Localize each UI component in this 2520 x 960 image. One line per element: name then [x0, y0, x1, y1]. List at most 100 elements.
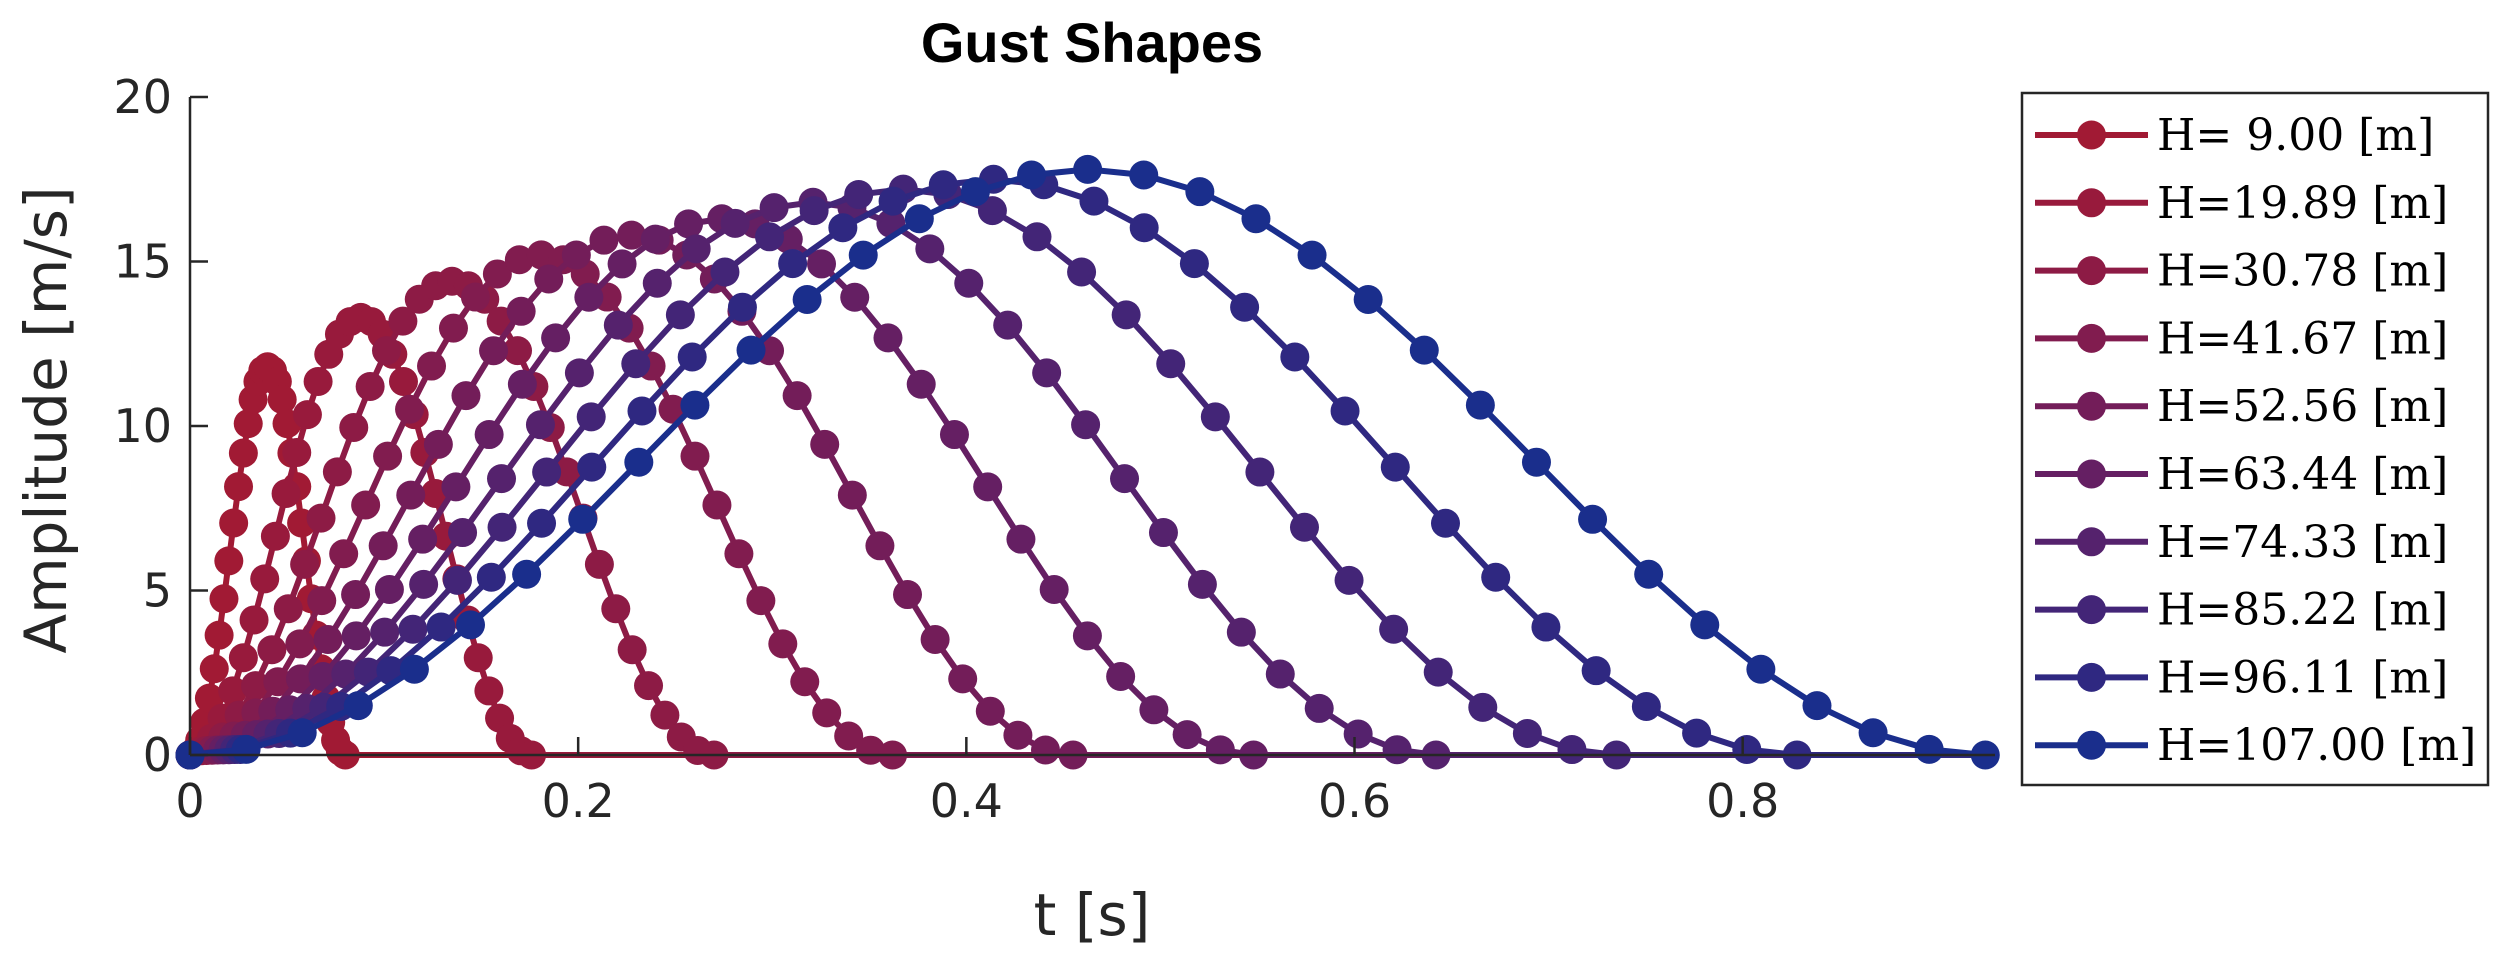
data-point: [568, 504, 598, 534]
data-point: [541, 323, 571, 353]
data-point: [1690, 610, 1720, 640]
legend-label: H= 9.00 [m]: [2157, 110, 2434, 161]
data-point: [1557, 735, 1587, 765]
data-point: [451, 381, 481, 411]
data-point: [417, 351, 447, 381]
legend-entry: H=19.89 [m]: [2035, 178, 2448, 229]
data-point: [322, 457, 352, 487]
data-point: [755, 222, 785, 252]
data-point: [1003, 720, 1033, 750]
data-point: [209, 584, 239, 614]
data-point: [1521, 447, 1551, 477]
data-point: [1382, 735, 1412, 765]
data-point: [474, 676, 504, 706]
tick-labels: 0 0.2 0.4 0.6 0.8 0 5 10 15 20: [113, 70, 1779, 828]
legend-marker: [2077, 323, 2106, 353]
data-point: [482, 259, 512, 289]
data-point: [204, 620, 234, 650]
legend-marker: [2077, 120, 2106, 150]
legend-marker: [2077, 188, 2106, 218]
data-point: [617, 635, 647, 665]
legend-label: H=96.11 [m]: [2157, 652, 2448, 703]
data-point: [1245, 457, 1275, 487]
data-point: [463, 643, 493, 673]
data-point: [438, 313, 468, 343]
data-point: [474, 420, 504, 450]
data-point: [1512, 718, 1542, 748]
data-point: [1017, 160, 1047, 190]
series-layer: [175, 154, 2000, 770]
data-point: [650, 700, 680, 730]
data-point: [1241, 204, 1271, 234]
data-point: [828, 213, 858, 243]
data-point: [1067, 257, 1097, 287]
data-point: [341, 621, 371, 651]
legend-entry: H=74.33 [m]: [2035, 517, 2448, 568]
data-point: [239, 605, 269, 635]
data-point: [561, 240, 591, 270]
data-point: [552, 457, 582, 487]
data-point: [1634, 559, 1664, 589]
data-point: [1343, 719, 1373, 749]
data-point: [790, 667, 820, 697]
legend-entry: H=41.67 [m]: [2035, 313, 2448, 364]
data-point: [285, 629, 315, 659]
data-point: [199, 654, 229, 684]
legend-marker: [2077, 662, 2106, 692]
data-point: [736, 335, 766, 365]
y-tick-label: 15: [113, 235, 172, 289]
data-point: [1022, 222, 1052, 252]
data-point: [1030, 735, 1060, 765]
data-point: [977, 196, 1007, 226]
x-tick-label: 0.2: [542, 774, 615, 828]
data-point: [799, 196, 829, 226]
data-point: [355, 372, 385, 402]
data-point: [368, 531, 398, 561]
x-tick-label: 0.6: [1318, 774, 1391, 828]
data-point: [231, 734, 261, 764]
series-2: [175, 302, 1995, 770]
data-point: [423, 429, 453, 459]
data-point: [834, 721, 864, 751]
data-point: [282, 437, 312, 467]
legend-marker: [2077, 391, 2106, 421]
data-point: [503, 336, 533, 366]
data-point: [1230, 292, 1260, 322]
data-point: [1379, 614, 1409, 644]
data-point: [1304, 693, 1334, 723]
data-point: [928, 170, 958, 200]
data-point: [307, 586, 337, 616]
data-point: [1110, 464, 1140, 494]
data-point: [1430, 508, 1460, 538]
data-point: [374, 574, 404, 604]
data-point: [1079, 186, 1109, 216]
legend-label: H=30.78 [m]: [2157, 246, 2448, 297]
data-point: [525, 410, 555, 440]
data-point: [1106, 661, 1136, 691]
data-point: [710, 257, 740, 287]
data-point: [257, 635, 287, 665]
data-point: [782, 381, 812, 411]
data-point: [532, 457, 562, 487]
data-point: [526, 240, 556, 270]
series-line: [189, 176, 1995, 758]
data-point: [1334, 565, 1364, 595]
data-point: [1185, 177, 1215, 207]
data-point: [915, 234, 945, 264]
legend-entry: H=30.78 [m]: [2035, 246, 2448, 297]
data-point: [960, 177, 990, 207]
legend-marker: [2077, 256, 2106, 286]
data-point: [680, 441, 710, 471]
series-9: [175, 164, 1995, 770]
data-point: [409, 569, 439, 599]
data-point: [727, 292, 757, 322]
legend-label: H=41.67 [m]: [2157, 313, 2448, 364]
data-point: [601, 594, 631, 624]
data-point: [627, 396, 657, 426]
data-point: [1280, 342, 1310, 372]
legend-label: H=63.44 [m]: [2157, 449, 2448, 500]
data-point: [351, 490, 381, 520]
data-point: [1802, 691, 1832, 721]
data-point: [577, 452, 607, 482]
